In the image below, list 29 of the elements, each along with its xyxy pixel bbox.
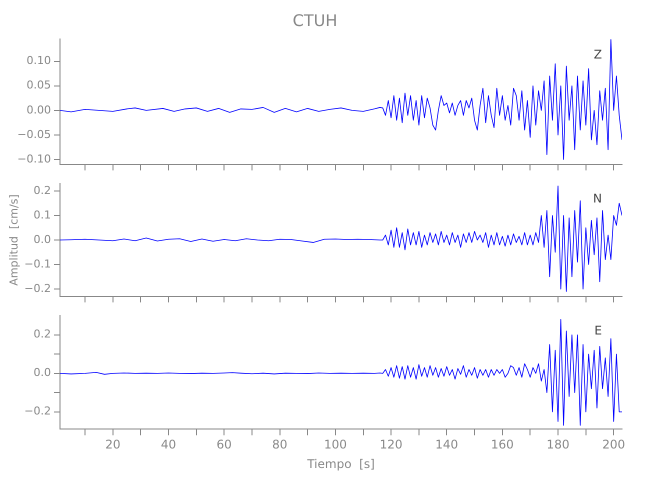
y-tick-label: 0.0 xyxy=(34,366,51,380)
y-axis-title: Amplitud [cm/s] xyxy=(7,194,20,286)
y-tick-label: 0.2 xyxy=(34,184,51,197)
annotation: Z xyxy=(594,47,602,62)
y-tick-label: 0.1 xyxy=(34,208,51,222)
y-tick-label: −0.2 xyxy=(24,404,51,418)
y-tick-label: −0.1 xyxy=(24,257,51,270)
y-tick-label: 0.05 xyxy=(26,78,51,92)
chart-title: CTUH xyxy=(292,10,338,30)
y-tick-label: 0.00 xyxy=(26,103,51,116)
x-axis-title: Tiempo [s] xyxy=(306,456,375,471)
x-tick-label: 140 xyxy=(435,438,458,452)
y-tick-label: −0.10 xyxy=(17,152,51,166)
y-tick-label: −0.05 xyxy=(17,128,51,141)
x-tick-label: 60 xyxy=(216,438,232,452)
x-tick-label: 120 xyxy=(380,438,403,452)
x-tick-label: 40 xyxy=(160,438,176,452)
x-tick-label: 180 xyxy=(546,438,570,452)
y-tick-label: −0.2 xyxy=(24,282,51,295)
y-tick-label: 0.2 xyxy=(34,328,51,341)
x-tick-label: 200 xyxy=(602,438,626,452)
x-tick-label: 160 xyxy=(490,438,514,452)
y-tick-label: 0.0 xyxy=(34,232,51,246)
annotation: N xyxy=(593,192,602,206)
annotation: E xyxy=(594,324,602,338)
x-tick-label: 20 xyxy=(105,438,120,452)
x-tick-label: 100 xyxy=(324,438,347,452)
y-tick-label: 0.10 xyxy=(26,54,51,68)
x-tick-label: 80 xyxy=(272,438,288,452)
